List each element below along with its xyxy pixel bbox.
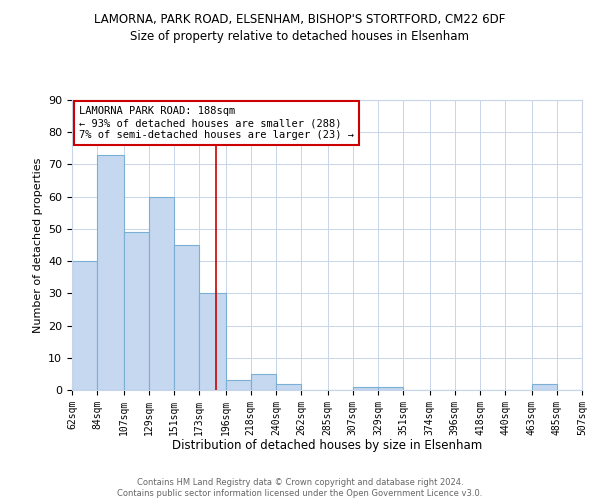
Bar	[226, 380, 251, 390]
Bar	[378, 387, 403, 390]
Bar	[149, 196, 174, 390]
Bar	[199, 294, 226, 390]
Bar	[532, 384, 557, 390]
Text: Contains HM Land Registry data © Crown copyright and database right 2024.
Contai: Contains HM Land Registry data © Crown c…	[118, 478, 482, 498]
Text: Size of property relative to detached houses in Elsenham: Size of property relative to detached ho…	[131, 30, 470, 43]
Bar	[251, 374, 276, 390]
Bar	[276, 384, 301, 390]
Bar	[97, 155, 124, 390]
Y-axis label: Number of detached properties: Number of detached properties	[32, 158, 43, 332]
Bar	[72, 261, 97, 390]
Bar	[124, 232, 149, 390]
Bar	[174, 245, 199, 390]
Text: Distribution of detached houses by size in Elsenham: Distribution of detached houses by size …	[172, 440, 482, 452]
Text: LAMORNA, PARK ROAD, ELSENHAM, BISHOP'S STORTFORD, CM22 6DF: LAMORNA, PARK ROAD, ELSENHAM, BISHOP'S S…	[94, 12, 506, 26]
Bar	[353, 387, 378, 390]
Text: LAMORNA PARK ROAD: 188sqm
← 93% of detached houses are smaller (288)
7% of semi-: LAMORNA PARK ROAD: 188sqm ← 93% of detac…	[79, 106, 354, 140]
